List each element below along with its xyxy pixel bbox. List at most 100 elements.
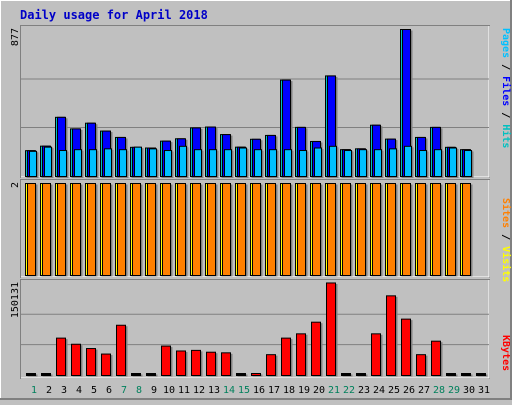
sites-bar-18 xyxy=(282,183,291,276)
day-label-4: 4 xyxy=(76,385,82,396)
kbytes-bar-26 xyxy=(401,318,411,376)
pages-bar-13 xyxy=(209,149,217,178)
pages-bar-2 xyxy=(44,146,52,178)
pages-bar-1 xyxy=(29,150,37,177)
pages-bar-29 xyxy=(449,147,457,177)
kbytes-bar-30 xyxy=(461,373,471,376)
sites-bar-1 xyxy=(27,183,36,276)
pages-bar-3 xyxy=(59,150,67,177)
day-label-10: 10 xyxy=(163,385,175,396)
pages-bar-9 xyxy=(149,148,157,177)
kbytes-bar-21 xyxy=(326,282,336,376)
legend-pages: Pages xyxy=(500,28,511,58)
pages-bar-6 xyxy=(104,148,112,177)
day-label-13: 13 xyxy=(208,385,220,396)
sites-bar-22 xyxy=(342,183,351,276)
day-label-20: 20 xyxy=(313,385,325,396)
kbytes-bar-27 xyxy=(416,354,426,376)
svg-text:Sites / Visits: Sites / Visits xyxy=(500,198,512,282)
bottom-ymax-label: 150131 xyxy=(10,282,21,318)
mid-ymax-label: 2 xyxy=(10,182,21,188)
day-label-8: 8 xyxy=(136,385,142,396)
kbytes-bar-1 xyxy=(26,373,36,376)
day-label-28: 28 xyxy=(433,385,445,396)
kbytes-bar-12 xyxy=(191,349,201,376)
kbytes-bar-23 xyxy=(356,373,366,376)
sites-bar-26 xyxy=(402,183,411,276)
kbytes-bar-5 xyxy=(86,348,96,377)
kbytes-bar-9 xyxy=(146,373,156,376)
kbytes-bar-11 xyxy=(176,350,186,376)
sites-bar-13 xyxy=(207,183,216,276)
mid-legend: Sites / Visits xyxy=(500,198,512,282)
pages-bar-10 xyxy=(164,150,172,177)
day-label-24: 24 xyxy=(373,385,385,396)
pages-bar-20 xyxy=(314,147,322,177)
kbytes-bar-7 xyxy=(116,324,126,376)
kbytes-bar-31 xyxy=(476,373,486,376)
legend-hits: Hits xyxy=(500,124,512,148)
pages-bar-15 xyxy=(239,147,247,177)
pages-bar-26 xyxy=(404,145,412,178)
sites-bar-2 xyxy=(42,183,51,276)
kbytes-bar-29 xyxy=(446,373,456,376)
sites-bar-15 xyxy=(237,183,246,276)
day-label-3: 3 xyxy=(61,385,67,396)
chart-title: Daily usage for April 2018 xyxy=(20,8,208,22)
sites-bar-19 xyxy=(297,183,306,276)
pages-bar-11 xyxy=(179,145,187,178)
kbytes-bar-20 xyxy=(311,321,321,376)
day-label-26: 26 xyxy=(403,385,415,396)
sites-bar-29 xyxy=(447,183,456,276)
kbytes-bar-14 xyxy=(221,352,231,377)
day-label-5: 5 xyxy=(91,385,97,396)
svg-text:Pages / Files / Hits: Pages / Files / Hits xyxy=(500,28,512,148)
sites-bar-9 xyxy=(147,183,156,276)
sites-bar-14 xyxy=(222,183,231,276)
sites-bar-25 xyxy=(387,183,396,276)
day-label-30: 30 xyxy=(463,385,475,396)
pages-bar-21 xyxy=(329,145,337,178)
pages-bar-19 xyxy=(299,150,307,177)
kbytes-bar-2 xyxy=(41,373,51,376)
pages-bar-16 xyxy=(254,149,262,178)
top-ymax-label: 877 xyxy=(10,28,21,46)
sites-bar-4 xyxy=(72,183,81,276)
kbytes-bar-28 xyxy=(431,340,441,376)
day-label-21: 21 xyxy=(328,385,340,396)
pages-bar-4 xyxy=(74,149,82,178)
day-label-19: 19 xyxy=(298,385,310,396)
sites-bar-6 xyxy=(102,183,111,276)
sites-bar-24 xyxy=(372,183,381,276)
sites-bar-5 xyxy=(87,183,96,276)
panel-highlight xyxy=(21,180,490,278)
pages-bar-25 xyxy=(389,148,397,177)
kbytes-bar-25 xyxy=(386,295,396,376)
legend-separator: / xyxy=(500,106,511,124)
day-label-1: 1 xyxy=(31,385,37,396)
visits-sites-panel: 2 Sites / Visits xyxy=(10,179,512,282)
kbytes-bar-24 xyxy=(371,333,381,376)
sites-bar-30 xyxy=(462,183,471,276)
day-label-15: 15 xyxy=(238,385,250,396)
day-label-25: 25 xyxy=(388,385,400,396)
kbytes-panel: 150131 KBytes xyxy=(10,279,511,379)
pages-bar-17 xyxy=(269,149,277,178)
day-label-12: 12 xyxy=(193,385,205,396)
sites-bar-16 xyxy=(252,183,261,276)
day-label-23: 23 xyxy=(358,385,370,396)
day-axis-labels: 1 2 3 4 5 6 7 8 9 10 11 12 13 14 15 16 17 18 19 20 21 22 23 24 2… xyxy=(31,385,490,396)
legend-separator: / xyxy=(500,228,511,246)
kbytes-bar-3 xyxy=(56,337,66,377)
pages-bar-8 xyxy=(134,146,142,178)
legend-visits: Visits xyxy=(500,246,512,282)
sites-bar-11 xyxy=(177,183,186,276)
kbytes-bar-4 xyxy=(71,343,81,376)
day-label-31: 31 xyxy=(478,385,490,396)
sites-bar-17 xyxy=(267,183,276,276)
kbytes-bar-17 xyxy=(266,354,276,376)
pages-bar-22 xyxy=(344,150,352,177)
kbytes-bar-18 xyxy=(281,337,291,377)
kbytes-bar-8 xyxy=(131,373,141,376)
